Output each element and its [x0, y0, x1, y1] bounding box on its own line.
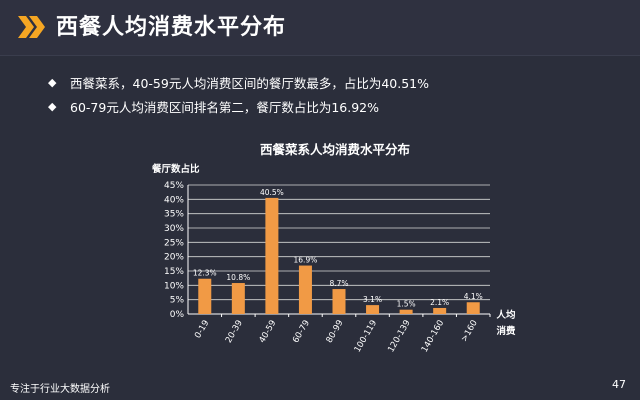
- y-tick-label: 40%: [164, 195, 184, 205]
- bar-chart: 西餐菜系人均消费水平分布餐厅数占比 0% 5% 10% 15% 20% 25% 30% 35% 4…: [140, 136, 530, 371]
- data-label: 40.5%: [260, 188, 284, 197]
- data-label: 8.7%: [329, 279, 348, 288]
- y-tick-label: 25%: [164, 238, 184, 248]
- bar: [399, 309, 413, 314]
- page-title: 西餐人均消费水平分布: [56, 15, 287, 40]
- y-tick-label: 10%: [164, 281, 184, 291]
- x-tick-label: >160: [459, 319, 479, 344]
- footer-text: 专注于行业大数据分析: [10, 384, 110, 395]
- bar: [198, 278, 212, 314]
- chart-title: 西餐菜系人均消费水平分布: [260, 142, 411, 157]
- bullet-list: ◆ 西餐菜系，40-59元人均消费区间的餐厅数最多，占比为40.51% ◆ 60…: [48, 70, 608, 118]
- x-tick-label: 140-160: [420, 319, 446, 355]
- data-label: 3.1%: [363, 295, 382, 304]
- x-axis-label: 人均: [496, 309, 516, 321]
- bar: [466, 302, 480, 314]
- bar: [265, 197, 279, 314]
- bar: [298, 265, 312, 314]
- data-label: 2.1%: [430, 298, 449, 307]
- x-axis-label: 消费: [496, 325, 516, 337]
- data-label: 16.9%: [294, 256, 318, 265]
- data-label: 4.1%: [464, 292, 483, 301]
- diamond-bullet-icon: ◆: [48, 99, 57, 113]
- bullet-item: ◆ 西餐菜系，40-59元人均消费区间的餐厅数最多，占比为40.51%: [48, 70, 608, 94]
- y-tick-label: 15%: [164, 267, 184, 277]
- bullet-text: 60-79元人均消费区间排名第二，餐厅数占比为16.92%: [70, 99, 379, 115]
- x-tick-label: 100-119: [353, 319, 379, 355]
- x-tick-label: 0-19: [193, 319, 211, 341]
- diamond-bullet-icon: ◆: [48, 75, 57, 89]
- y-tick-label: 45%: [164, 181, 184, 191]
- bullet-text: 西餐菜系，40-59元人均消费区间的餐厅数最多，占比为40.51%: [70, 75, 429, 91]
- x-tick-label: 20-39: [224, 319, 245, 345]
- y-tick-label: 5%: [170, 296, 185, 306]
- bullet-item: ◆ 60-79元人均消费区间排名第二，餐厅数占比为16.92%: [48, 94, 608, 118]
- data-label: 12.3%: [193, 269, 217, 278]
- data-label: 1.5%: [397, 300, 416, 309]
- bar: [332, 289, 346, 314]
- double-chevron-icon: [18, 16, 45, 38]
- bar: [231, 283, 245, 314]
- header-bar: 西餐人均消费水平分布: [0, 0, 640, 56]
- bar: [366, 305, 380, 314]
- y-tick-label: 30%: [164, 224, 184, 234]
- x-tick-label: 60-79: [291, 319, 312, 345]
- data-label: 10.8%: [226, 273, 250, 282]
- y-axis-label: 餐厅数占比: [151, 163, 200, 175]
- page-number: 47: [612, 378, 626, 391]
- y-tick-label: 35%: [164, 210, 184, 220]
- x-tick-label: 120-139: [386, 319, 412, 355]
- y-tick-label: 0%: [170, 310, 185, 320]
- bar: [433, 307, 447, 314]
- x-tick-label: 80-99: [325, 319, 346, 345]
- x-tick-label: 40-59: [257, 319, 278, 345]
- y-tick-label: 20%: [164, 253, 184, 263]
